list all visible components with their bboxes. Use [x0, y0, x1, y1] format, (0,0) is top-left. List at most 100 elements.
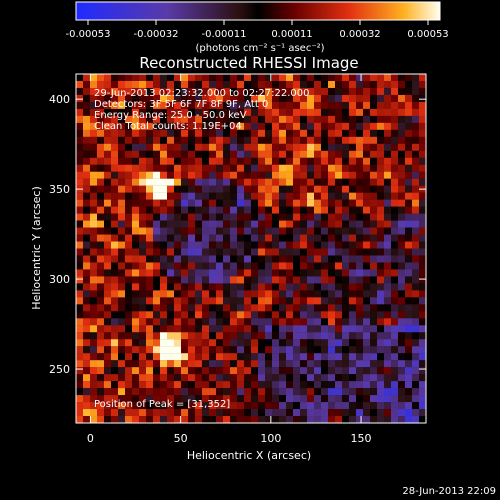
heatmap-cell — [111, 297, 119, 305]
heatmap-cell — [223, 206, 231, 214]
heatmap-cell — [349, 332, 357, 340]
heatmap-cell — [363, 318, 371, 326]
heatmap-cell — [202, 227, 210, 235]
heatmap-cell — [223, 325, 231, 333]
heatmap-cell — [230, 346, 238, 354]
heatmap-cell — [391, 115, 399, 123]
heatmap-cell — [97, 311, 105, 319]
heatmap-cell — [258, 164, 266, 172]
heatmap-cell — [328, 178, 336, 186]
heatmap-cell — [167, 129, 175, 137]
heatmap-cell — [405, 318, 413, 326]
heatmap-cell — [377, 381, 385, 389]
heatmap-cell — [363, 80, 371, 89]
heatmap-cell — [181, 304, 189, 312]
heatmap-cell — [237, 248, 245, 256]
heatmap-cell — [209, 101, 217, 110]
heatmap-cell — [321, 213, 329, 221]
heatmap-cell — [111, 192, 119, 200]
heatmap-cell — [342, 388, 350, 396]
heatmap-cell — [181, 164, 189, 172]
heatmap-cell — [153, 220, 161, 228]
heatmap-cell — [356, 339, 364, 347]
heatmap-cell — [167, 276, 175, 284]
heatmap-cell — [251, 234, 259, 242]
heatmap-cell — [237, 311, 245, 319]
heatmap-cell — [286, 325, 294, 333]
heatmap-cell — [391, 325, 399, 333]
heatmap-cell — [244, 304, 252, 312]
heatmap-cell — [83, 395, 91, 403]
heatmap-cell — [377, 164, 385, 172]
heatmap-cell — [363, 346, 371, 354]
heatmap-cell — [83, 262, 91, 270]
heatmap-cell — [384, 227, 392, 235]
heatmap-cell — [321, 185, 329, 193]
heatmap-cell — [132, 374, 140, 382]
heatmap-cell — [328, 115, 336, 123]
heatmap-cell — [237, 87, 245, 96]
heatmap-cell — [321, 171, 329, 179]
heatmap-cell — [216, 129, 224, 137]
heatmap-cell — [412, 108, 420, 117]
heatmap-cell — [412, 339, 420, 347]
heatmap-cell — [363, 332, 371, 340]
heatmap-cell — [314, 262, 322, 270]
heatmap-cell — [272, 192, 280, 200]
heatmap-cell — [111, 143, 119, 151]
heatmap-cell — [391, 395, 399, 403]
heatmap-cell — [335, 255, 343, 263]
heatmap-cell — [251, 276, 259, 284]
heatmap-cell — [412, 115, 420, 123]
heatmap-cell — [76, 129, 84, 137]
heatmap-cell — [174, 241, 182, 249]
heatmap-cell — [384, 241, 392, 249]
heatmap-cell — [209, 332, 217, 340]
heatmap-cell — [132, 416, 140, 423]
heatmap-cell — [307, 178, 315, 186]
heatmap-cell — [160, 304, 168, 312]
heatmap-cell — [251, 192, 259, 200]
heatmap-cell — [181, 108, 189, 117]
heatmap-cell — [209, 206, 217, 214]
heatmap-cell — [363, 122, 371, 130]
heatmap-cell — [230, 332, 238, 340]
heatmap-cell — [412, 353, 420, 361]
heatmap-cell — [174, 115, 182, 123]
heatmap-cell — [90, 164, 98, 172]
heatmap-cell — [160, 227, 168, 235]
heatmap-cell — [349, 192, 357, 200]
heatmap-cell — [328, 339, 336, 347]
heatmap-cell — [223, 164, 231, 172]
heatmap-cell — [167, 367, 175, 375]
heatmap-cell — [167, 409, 175, 417]
heatmap-cell — [258, 262, 266, 270]
heatmap-cell — [335, 234, 343, 242]
heatmap-cell — [118, 199, 126, 207]
heatmap-cell — [160, 353, 168, 361]
heatmap-cell — [237, 185, 245, 193]
heatmap-cell — [118, 101, 126, 110]
heatmap-cell — [111, 129, 119, 137]
heatmap-cell — [76, 220, 84, 228]
heatmap-cell — [104, 269, 112, 277]
heatmap-cell — [349, 283, 357, 291]
heatmap-cell — [370, 402, 378, 410]
heatmap-cell — [279, 241, 287, 249]
heatmap-cell — [314, 157, 322, 165]
heatmap-cell — [363, 395, 371, 403]
heatmap-cell — [265, 353, 273, 361]
heatmap-cell — [370, 395, 378, 403]
heatmap-cell — [174, 164, 182, 172]
heatmap-cell — [160, 108, 168, 117]
heatmap-cell — [111, 74, 119, 82]
heatmap-cell — [111, 171, 119, 179]
heatmap-cell — [195, 388, 203, 396]
heatmap-cell — [132, 115, 140, 123]
heatmap-cell — [216, 318, 224, 326]
heatmap-cell — [258, 213, 266, 221]
heatmap-cell — [391, 192, 399, 200]
heatmap-cell — [251, 108, 259, 117]
heatmap-cell — [370, 136, 378, 144]
heatmap-cell — [237, 318, 245, 326]
